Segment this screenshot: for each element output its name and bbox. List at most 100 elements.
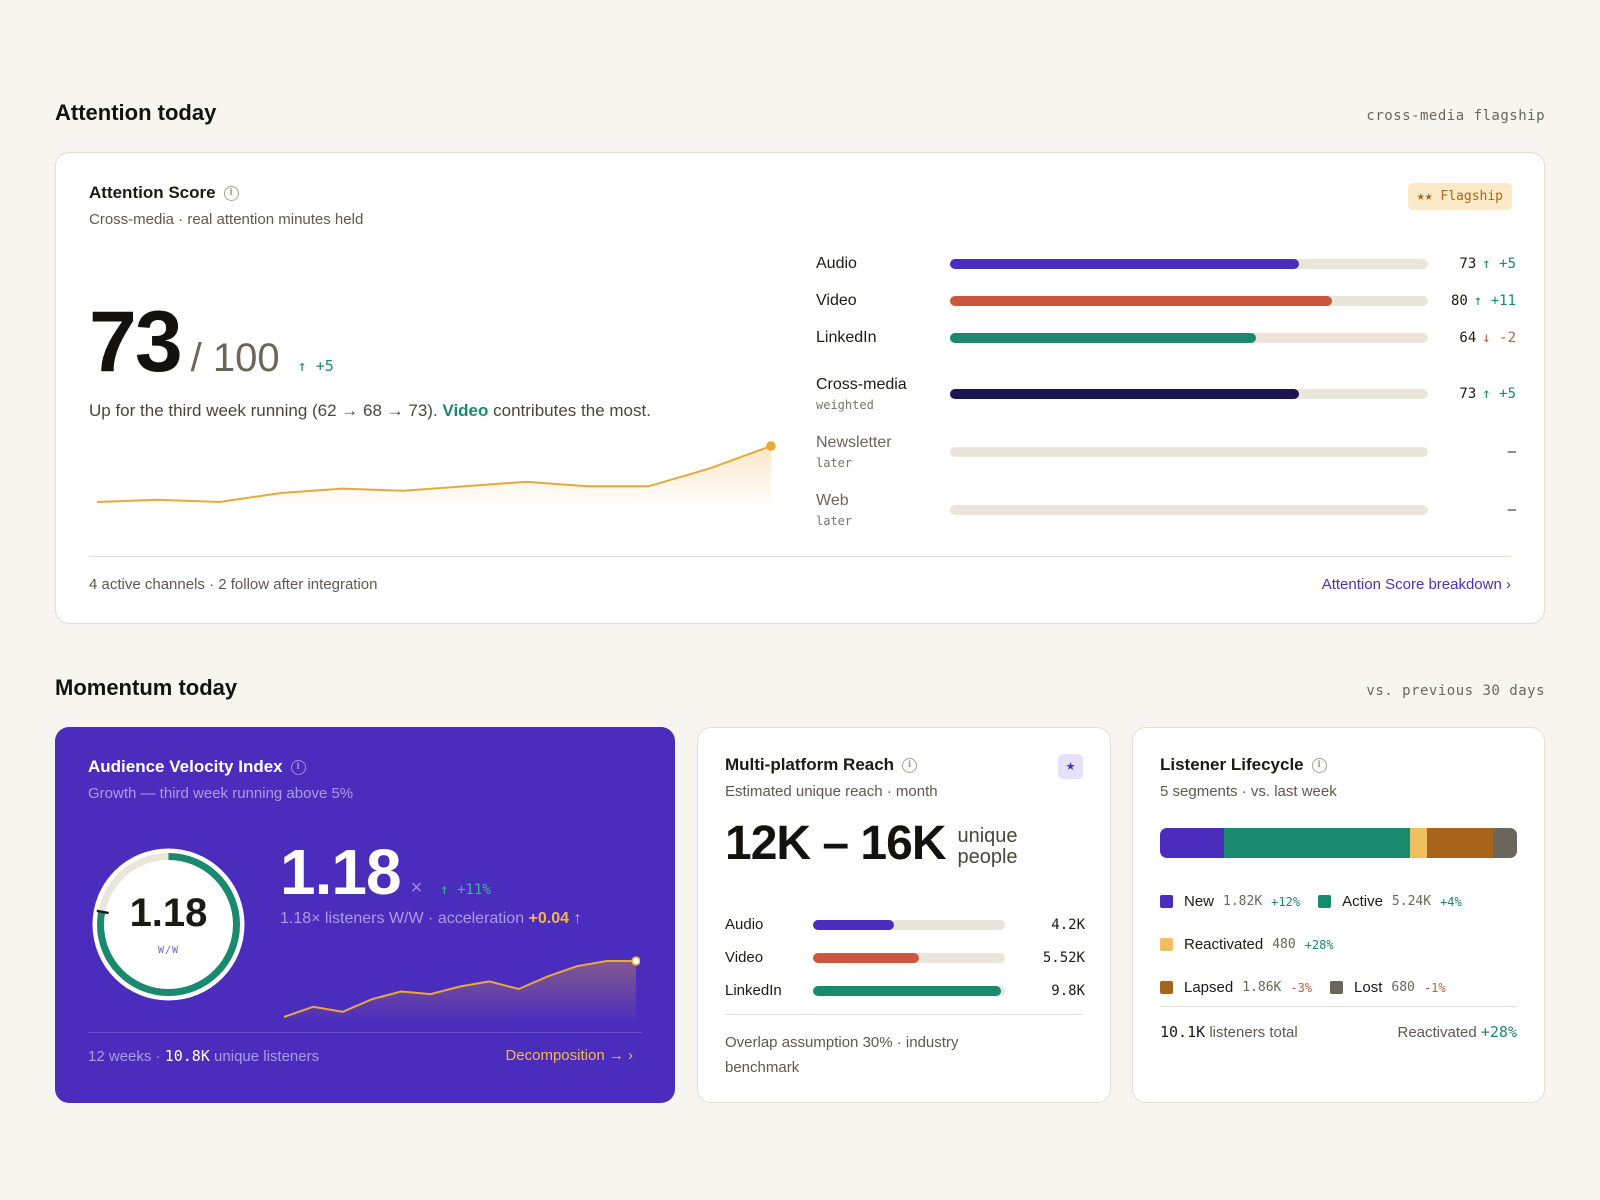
ring-unit: W/W	[157, 945, 180, 956]
sparkline-end-point	[766, 441, 776, 451]
momentum-section-header: Momentum today vs. previous 30 days	[55, 675, 1545, 701]
desc-highlight: Video	[442, 401, 489, 420]
reach-bar-fill	[813, 952, 919, 963]
footer-text: 12 weeks ·	[88, 1048, 161, 1065]
lifecycle-segment-reactivated[interactable]	[1410, 828, 1428, 858]
card-subtitle: Growth — third week running above 5%	[88, 785, 354, 802]
segment-count: 5.24K	[1391, 894, 1432, 909]
card-subtitle: Cross-media · real attention minutes hel…	[89, 211, 364, 228]
channel-delta: ↑ +11	[1473, 293, 1516, 309]
info-icon[interactable]: i	[290, 759, 306, 775]
legend-line: Reactivated 480 +28%	[1160, 923, 1525, 966]
legend-item: Lost 680 -1%	[1330, 979, 1446, 996]
segment-delta: -1%	[1423, 980, 1446, 995]
section-meta: cross-media flagship	[1366, 108, 1545, 124]
score-value: 73	[89, 294, 183, 390]
segment-name: Reactivated	[1184, 936, 1264, 953]
legend-item: Active 5.24K +4%	[1318, 893, 1462, 910]
channel-label: Audio	[816, 255, 857, 272]
desc-text: Up for the third week running (62 → 68 →…	[89, 401, 438, 420]
velocity-ring-gauge: 1.18 W/W	[91, 847, 246, 1002]
channel-row: Web later –	[816, 492, 1516, 528]
lifecycle-segment-lost[interactable]	[1492, 828, 1517, 858]
channel-value: 73 ↑ +5	[1428, 256, 1516, 272]
info-icon[interactable]: i	[223, 185, 239, 201]
segment-count: 1.82K	[1223, 894, 1263, 909]
channel-score: –	[1507, 444, 1516, 460]
reach-range-value: 12K – 16K	[725, 817, 946, 870]
sparkline-area	[284, 961, 636, 1023]
footer-text-end: unique listeners	[214, 1048, 320, 1065]
unique-listeners-count: 10.8K	[164, 1047, 210, 1065]
attention-breakdown-link[interactable]: Attention Score breakdown ›	[1321, 576, 1511, 593]
attention-score-title: Attention Score	[89, 183, 216, 202]
channel-label: Cross-media	[816, 376, 907, 393]
segment-count: 1.86K	[1242, 980, 1282, 995]
velocity-desc-text: 1.18× listeners W/W · acceleration	[280, 910, 525, 927]
channel-bar-fill	[950, 333, 1256, 343]
segment-delta: +12%	[1271, 894, 1301, 909]
legend-swatch	[1160, 981, 1173, 994]
velocity-delta: ↑ +11%	[440, 882, 491, 898]
lifecycle-segment-active[interactable]	[1224, 828, 1411, 858]
channel-row: Audio 73 ↑ +5	[816, 255, 1516, 273]
reach-bar-track	[813, 952, 1005, 963]
segment-delta: +28%	[1304, 937, 1334, 952]
channel-name: Cross-media weighted	[816, 376, 950, 412]
segment-name: Lost	[1354, 979, 1383, 996]
channel-name: Video	[816, 292, 950, 310]
channel-value: 80 ↑ +11	[1428, 293, 1516, 309]
reach-unit: unique people	[957, 826, 1017, 868]
reach-bar-fill	[813, 919, 894, 930]
card-subtitle: Estimated unique reach · month	[725, 783, 938, 800]
decomposition-link[interactable]: Decomposition → ›	[505, 1047, 633, 1064]
lifecycle-segment-lapsed[interactable]	[1427, 828, 1493, 858]
channel-score: –	[1507, 502, 1516, 518]
channel-label: Web	[816, 492, 849, 509]
channel-bar-track	[950, 333, 1428, 343]
legend-item: Reactivated 480 +28%	[1160, 936, 1334, 953]
reach-row: Audio 4.2K	[725, 908, 1085, 941]
channel-row: Newsletter later –	[816, 434, 1516, 470]
info-icon[interactable]: i	[902, 757, 918, 773]
attention-score-card: Attention Score i Cross-media · real att…	[55, 152, 1545, 624]
channel-bar-track	[950, 389, 1428, 399]
ring-marker	[96, 909, 109, 915]
velocity-value: 1.18	[280, 836, 402, 908]
segment-name: Active	[1342, 893, 1383, 910]
card-title: Listener Lifecycle i	[1160, 755, 1337, 775]
lifecycle-segment-new[interactable]	[1160, 828, 1225, 858]
channel-bar-fill	[950, 259, 1299, 269]
reach-bar-track	[813, 919, 1005, 930]
total-listeners-label: listeners total	[1209, 1024, 1298, 1041]
legend-swatch	[1330, 981, 1344, 994]
channel-score: 73	[1459, 386, 1477, 402]
score-max: / 100	[190, 336, 280, 380]
score-delta: ↑ +5	[297, 357, 334, 375]
lifecycle-title: Listener Lifecycle	[1160, 755, 1304, 774]
reach-unit-line1: unique	[957, 825, 1018, 847]
channel-score: 64	[1459, 330, 1477, 346]
segment-name: Lapsed	[1184, 979, 1234, 996]
velocity-acceleration: +0.04 ↑	[528, 910, 582, 927]
reactivated-delta: +28%	[1480, 1023, 1517, 1041]
info-icon[interactable]: i	[1311, 757, 1327, 773]
listener-lifecycle-card: Listener Lifecycle i 5 segments · vs. la…	[1132, 727, 1545, 1103]
star-icon[interactable]: ★	[1058, 754, 1083, 779]
score-description: Up for the third week running (62 → 68 →…	[89, 401, 651, 421]
legend-swatch	[1318, 895, 1332, 908]
card-title: Attention Score i	[89, 183, 363, 203]
velocity-big-value: 1.18 × ↑ +11%	[280, 835, 491, 909]
desc-text-end: contributes the most.	[493, 401, 651, 420]
platform-name: LinkedIn	[725, 982, 782, 999]
divider	[88, 1032, 642, 1033]
reach-title: Multi-platform Reach	[725, 755, 895, 774]
segment-delta: +4%	[1440, 894, 1462, 909]
sparkline-line	[283, 960, 636, 1018]
velocity-unit: ×	[410, 877, 423, 899]
channel-note: later	[816, 514, 853, 528]
channel-bar-fill	[950, 389, 1299, 399]
segment-count: 480	[1272, 937, 1296, 952]
channel-row: Video 80 ↑ +11	[816, 292, 1516, 310]
reach-row: Video 5.52K	[725, 941, 1085, 974]
